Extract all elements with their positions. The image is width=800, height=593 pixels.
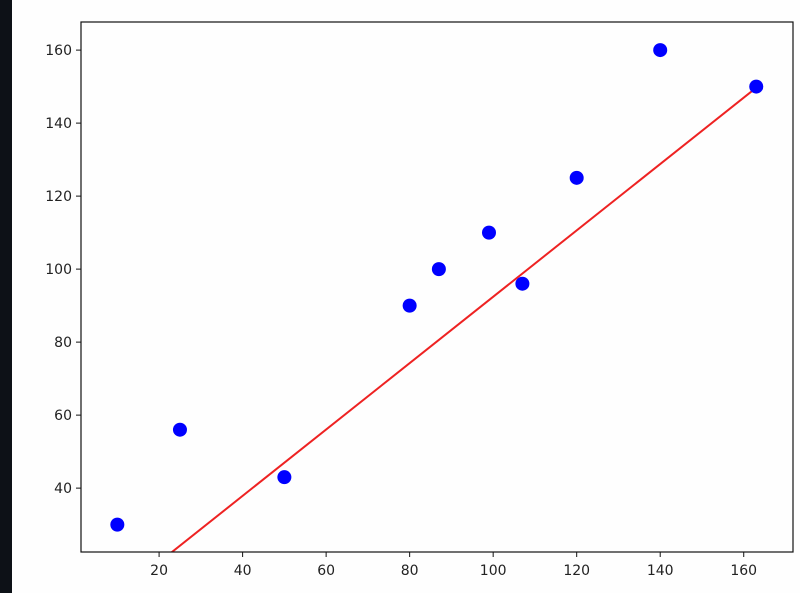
x-tick-label: 20 — [150, 563, 168, 579]
y-tick-label: 80 — [54, 335, 72, 351]
x-tick-label: 160 — [730, 563, 757, 579]
data-point — [569, 170, 584, 185]
data-point — [481, 225, 496, 240]
y-tick-label: 100 — [45, 262, 72, 278]
y-tick-label: 40 — [54, 481, 72, 497]
axes-frame — [80, 21, 794, 553]
y-tick-label: 140 — [45, 116, 72, 132]
x-tick-label: 100 — [480, 563, 507, 579]
x-tick-label: 80 — [401, 563, 419, 579]
data-point — [277, 470, 292, 485]
data-point — [402, 298, 417, 313]
fit-line — [170, 86, 757, 552]
dark-window-edge — [0, 0, 12, 593]
x-tick-label: 120 — [563, 563, 590, 579]
x-tick-label: 40 — [234, 563, 252, 579]
data-point — [515, 276, 530, 291]
data-point — [110, 517, 125, 532]
data-point — [749, 79, 764, 94]
data-point — [653, 43, 668, 58]
y-tick-label: 60 — [54, 408, 72, 424]
x-tick-label: 60 — [317, 563, 335, 579]
y-tick-label: 120 — [45, 189, 72, 205]
x-tick-label: 140 — [647, 563, 674, 579]
y-tick-label: 160 — [45, 43, 72, 59]
data-point — [172, 422, 187, 437]
data-point — [431, 262, 446, 277]
